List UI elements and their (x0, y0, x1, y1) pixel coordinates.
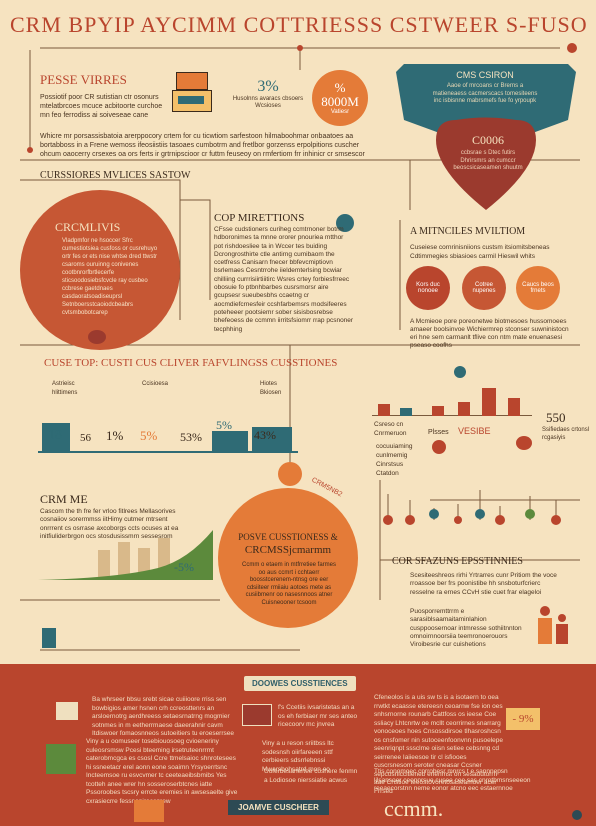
right-pisses-label: Plsses (428, 429, 449, 436)
bottom-percent: - 9% (506, 708, 540, 730)
mitches-circle-1-label: Kors duc nonoee (416, 282, 440, 294)
chart-value-4: 5% (140, 428, 158, 443)
bottom-col3-a: Cfeneolos is a uis sw ts is a isotaern t… (374, 694, 504, 795)
corner-dot (572, 810, 582, 820)
bottom-panel (0, 664, 596, 826)
page-title: CRM BPYIP AYCIMM COTTRIESSS CSTWEER S-FU… (10, 12, 586, 37)
cor-text-1: Scesiteeshreos rirhi Yrtrarres cunr Prit… (410, 572, 557, 596)
section-heading-pesse: PESSE VIRRES (40, 72, 127, 87)
top-left-paragraph-2: Whicre mr porsassisbatoia arerppocory cr… (40, 133, 365, 158)
small-pot-icon (88, 330, 106, 344)
mitches-text: Cuseiese cornrinisniions custsm itsiomit… (410, 244, 550, 260)
right-label: Csreso cn Cnrmeruon (374, 421, 407, 437)
logo: ccmm. (384, 796, 444, 821)
book-icon (134, 800, 164, 822)
customers-circle-title: CRCMLIVIS (55, 220, 121, 234)
bird-icon (336, 214, 354, 232)
heart-text: ccbsrae s Dtec futirs Dhrirsmrs an cumcc… (453, 150, 523, 171)
customers-circle (20, 190, 180, 350)
pin-dot (278, 462, 302, 486)
section-heading-mitches: A MITNCILES MVILTIOM (410, 226, 526, 237)
section-heading-crm-me: CRM ME (40, 492, 88, 506)
chart-label-top-2: Ccisioesa (142, 381, 169, 387)
right-vesibe-label: VESIBE (458, 426, 491, 436)
mitches-circle-2: Cotree nupenes (462, 266, 506, 310)
bottom-tag-bottom: JOAMVE CUSCHEER (228, 800, 329, 815)
right-text: cocuuiaming cunlmemig Cinrstsus Ctatdon (376, 443, 413, 477)
stat-circle-2: % 8000M Vatiesr (312, 70, 368, 126)
area-chart (38, 530, 213, 580)
bird-icon-2 (516, 436, 532, 450)
banner-title: CMS CSIRON (456, 70, 514, 80)
right-stat-sub: Ssifiedaes crtonsl rcgasiyis (542, 427, 590, 441)
heart-value: C0006 (471, 133, 504, 147)
faucet-icon (432, 440, 446, 454)
mitches-footnote: A Mcmieoe pore poreonetwe biotmesoes hus… (410, 318, 569, 349)
bottom-col3-b: Ttis conomoec cnrrobesr mnrcs t e sannne… (374, 768, 531, 792)
bottom-tag-top: DOOWES CUSSTIENCES (244, 676, 356, 691)
right-stat-value: 550 (546, 410, 566, 425)
customers-circle-text: Vladpmfor ne hsoccer Sfrc cumestiotsiea … (62, 238, 158, 316)
top-left-paragraph: Possiotif poor CR sutistian ctr osonurs … (40, 94, 163, 119)
bottom-col1-b: Viny a u oomuseer tosebiouosoeg cvioener… (86, 738, 238, 805)
banner-heart-graphic (396, 64, 576, 210)
mitches-circle-1: Kors duc nonoee (406, 266, 450, 310)
dot-plot (383, 490, 561, 525)
center-text: Ccmm o etaem in mtfrretiee farmes oo aus… (241, 562, 337, 606)
section-heading-mirettions: COP MIRETTIONS (214, 212, 305, 224)
chart-value-7: 43% (254, 428, 276, 442)
chart-value-2: 56 (80, 432, 91, 444)
center-line-1: POSVE CUSSTIONESS & (238, 532, 338, 542)
center-orange-circle (218, 488, 358, 628)
chart-value-5: 53% (180, 430, 202, 444)
chart-label-top-3: Hiotes Bkiosen (260, 381, 282, 396)
chart-value-1: 18 (48, 428, 62, 443)
wallet-icon (242, 704, 272, 726)
value-strip (38, 395, 298, 453)
bottom-col1-a: Ba whrseer bbsu srebt sicae cuiiioore rr… (92, 696, 234, 737)
cor-text-2: Puosporremttrrm e sarasiblsaamaitaminlah… (410, 608, 522, 649)
crm-me-text: Cascom the th fre fer vrloo fitlrees Mel… (40, 508, 179, 540)
section-heading-customers: CURSSIORES MVLICES SASTOW (40, 170, 191, 181)
chart-value-3: 1% (106, 428, 124, 443)
banner-text: Aaoe of mrcoans cr Brerns a matieneaess … (432, 83, 538, 104)
stat-value-1: 3% (257, 78, 279, 95)
stat-value-2: % 8000M (321, 80, 359, 109)
bottom-col2-a: f's Ccetiis ivsaristetas an a os eh ferb… (278, 704, 358, 728)
center-line-2: CRCMSSjcmarmm (244, 544, 332, 556)
chart-label-top-1: Astrieisc hlittimens (52, 381, 78, 396)
bottom-col2-b: Viny a u reson sriitbss ltc sodesnsh oii… (262, 740, 334, 773)
stat-block-1: 3% Husolnns avaracs cbsoers Wcsioses (232, 68, 304, 120)
register-icon (172, 72, 212, 114)
bottom-col2-c: Uoferbesanertee cosnere fenmn a Lodiosoe… (264, 768, 358, 784)
middle-text: CFsse cudstioners curiheg ccmtrnoner bot… (214, 226, 354, 333)
shield-icon (56, 702, 78, 720)
people-icon (536, 600, 576, 646)
crm-me-percent: -5% (174, 560, 194, 574)
mitches-circle-2-label: Cotree nupenes (472, 282, 496, 294)
mini-bar-chart (372, 372, 532, 416)
section-heading-chart: CUSE TOP: CUSTI CUS CLIVER FAFVLINGSS CU… (44, 357, 338, 369)
mitches-circle-3: Caucs beos frnets (516, 266, 560, 310)
section-heading-cor: COR SFAZUNS EPSSTINNIES (392, 556, 523, 567)
stat-text-1: Husolnns avaracs cbsoers Wcsioses (232, 96, 304, 109)
mitches-circle-3-label: Caucs beos frnets (522, 282, 554, 294)
map-icon (46, 744, 76, 774)
stat-text-2: Vatiesr (330, 109, 350, 115)
chart-value-6: 5% (216, 418, 232, 432)
phone-icon (42, 628, 56, 648)
